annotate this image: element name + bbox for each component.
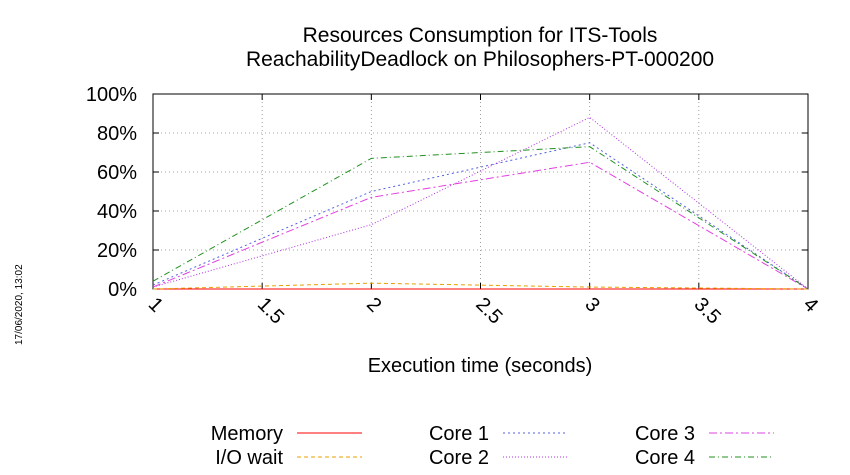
legend-label: Core 1 [429,423,489,445]
timestamp: 17/06/2020, 13:02 [14,264,25,345]
y-axis-ticks: 0% 20% 40% 60% 80% 100% [86,84,808,301]
y-tick-label: 40% [97,201,137,223]
series-group [152,116,809,290]
y-tick-label: 20% [97,240,137,262]
legend-label: Memory [211,423,283,445]
chart-subtitle: ReachabilityDeadlock on Philosophers-PT-… [246,48,714,71]
x-tick-label: 1 [144,293,167,316]
x-tick-label: 2.5 [471,293,506,328]
series-line-core-2 [152,116,809,290]
series-line-core-1 [152,142,809,290]
plot-frame [152,93,809,290]
chart-title: Resources Consumption for ITS-Tools [303,24,658,47]
x-tick-label: 3 [580,293,603,316]
series-line-core-3 [152,161,809,290]
y-tick-label: 100% [86,84,137,106]
y-tick-label: 0% [108,279,137,301]
legend-label: Core 3 [635,423,695,445]
x-axis-label: Execution time (seconds) [368,355,593,377]
y-tick-label: 80% [97,123,137,145]
grid [153,94,808,289]
legend-label: Core 2 [429,447,489,469]
legend-label: Core 4 [635,447,695,469]
y-tick-label: 60% [97,162,137,184]
x-tick-label: 4 [799,293,822,316]
x-tick-label: 1.5 [253,293,288,328]
legend-label: I/O wait [215,447,283,469]
series-line-core-4 [152,146,809,290]
x-tick-label: 3.5 [690,293,725,328]
x-tick-label: 2 [362,293,385,316]
